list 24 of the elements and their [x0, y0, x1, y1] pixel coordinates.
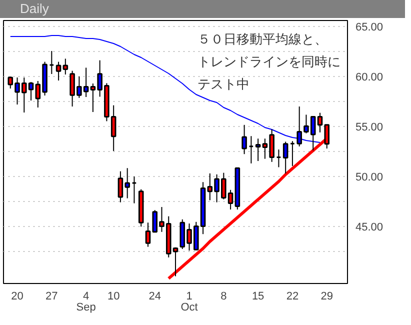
- chart-title: Daily: [20, 0, 49, 18]
- annotation: ５０日移動平均線と、: [198, 32, 328, 48]
- x-tick-label: 27: [46, 290, 58, 302]
- x-tick-label: 29: [320, 290, 333, 302]
- x-tick-label: 10: [107, 290, 120, 302]
- x-tick-label: 24: [148, 290, 161, 302]
- annotation: トレンドラインを同時に: [198, 55, 341, 70]
- candlestick: [242, 124, 247, 155]
- x-tick-label: 8: [220, 290, 227, 302]
- annotation: テスト中: [198, 77, 250, 92]
- y-tick-label: 65.00: [356, 22, 384, 34]
- y-tick-label: 45.00: [356, 222, 384, 234]
- candlestick: [282, 141, 288, 174]
- x-tick-label: 20: [11, 290, 24, 302]
- candlestick: [62, 58, 68, 75]
- x-tick-label: 22: [286, 290, 299, 302]
- x-tick-label: 1 Oct: [180, 290, 198, 314]
- y-tick-label: 60.00: [356, 72, 384, 84]
- x-tick-label: 15: [252, 290, 264, 302]
- y-tick-label: 55.00: [356, 122, 384, 134]
- x-tick-label: 4 Sep: [76, 290, 96, 314]
- candlestick: [56, 61, 62, 81]
- y-tick-label: 50.00: [356, 172, 384, 184]
- candlestick: [255, 138, 261, 162]
